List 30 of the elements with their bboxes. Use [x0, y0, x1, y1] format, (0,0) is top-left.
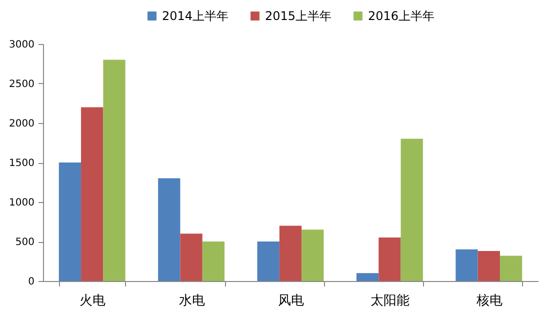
bar	[202, 242, 225, 281]
y-tick-label: 2500	[9, 79, 34, 90]
legend-label: 2016上半年	[368, 9, 435, 23]
y-tick-label: 1000	[9, 198, 34, 208]
x-tick-label: 太阳能	[370, 294, 410, 308]
y-tick-label: 0	[28, 276, 34, 288]
bar	[58, 162, 82, 281]
bar	[500, 256, 522, 281]
bar	[81, 107, 104, 281]
bar	[158, 178, 180, 281]
y-tick-label: 500	[15, 237, 34, 248]
bar	[257, 242, 280, 281]
x-tick-label: 核电	[475, 294, 502, 308]
bar	[378, 238, 401, 281]
legend-label: 2014上半年	[162, 9, 229, 23]
bar	[103, 60, 126, 281]
x-tick-label: 火电	[80, 294, 106, 308]
y-tick-label: 2000	[9, 118, 34, 130]
bar	[302, 230, 324, 281]
x-tick-label: 风电	[278, 294, 304, 308]
bar	[356, 273, 379, 281]
legend-label: 2015上半年	[265, 9, 332, 23]
y-tick-label: 3000	[9, 40, 34, 50]
y-tick-label: 1500	[9, 158, 34, 169]
bar	[478, 250, 500, 281]
bar	[180, 234, 202, 281]
bar	[279, 226, 302, 281]
bar	[400, 138, 423, 281]
x-tick-label: 水电	[178, 294, 205, 308]
bar	[456, 249, 478, 281]
